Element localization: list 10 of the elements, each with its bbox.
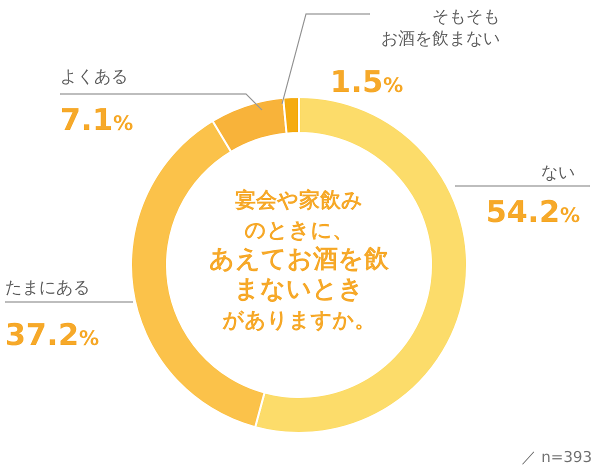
- data-label: 7.1%: [60, 103, 134, 138]
- text: ／ n=393: [522, 448, 592, 466]
- slice-label: そもそもお酒を飲まない: [381, 7, 500, 49]
- data-label: 1.5%: [330, 65, 404, 100]
- slice-label: たまにある: [5, 278, 90, 298]
- data-label: 37.2%: [5, 318, 100, 353]
- text: 宴会や家飲みのときに、あえてお酒を飲まないときがありますか。: [209, 188, 390, 332]
- data-label: 54.2%: [486, 195, 580, 230]
- slice-label: よくある: [60, 67, 128, 87]
- slice-label: ない: [541, 163, 575, 183]
